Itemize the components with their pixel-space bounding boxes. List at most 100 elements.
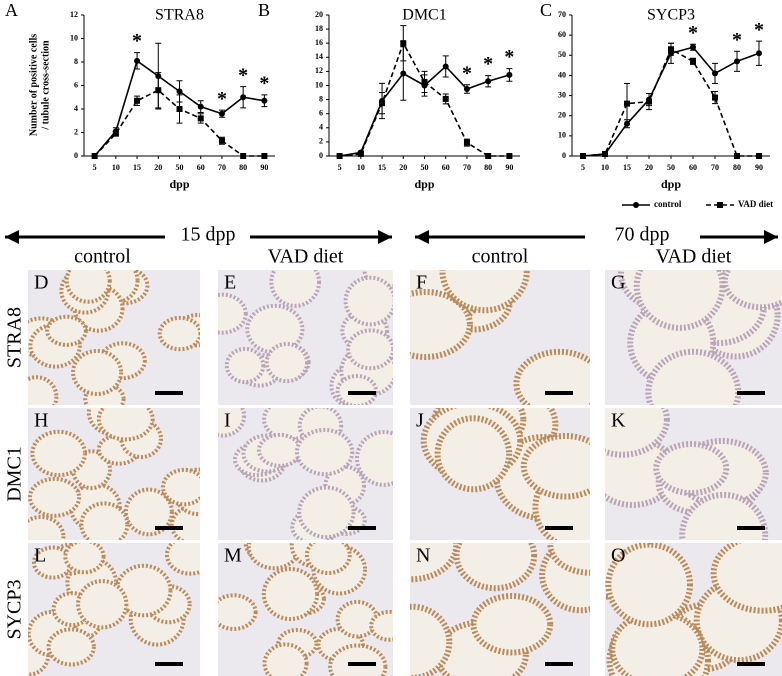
marker xyxy=(91,153,98,159)
tubule xyxy=(547,543,590,576)
x-axis-label: dpp xyxy=(414,177,434,191)
marker xyxy=(624,100,630,107)
y-tick-label: 20 xyxy=(558,111,566,120)
marker xyxy=(485,78,492,85)
marker xyxy=(734,58,740,65)
tubules xyxy=(410,543,590,676)
marker xyxy=(134,97,141,104)
scale-bar xyxy=(155,391,183,395)
tubule xyxy=(605,543,693,628)
x-tick-label: 5 xyxy=(338,163,342,172)
tubule xyxy=(245,303,305,355)
x-tick-label: 10 xyxy=(112,163,120,172)
panel-label: J xyxy=(416,410,424,432)
y-tick-label: 40 xyxy=(558,70,566,79)
micrograph: E xyxy=(218,270,393,405)
x-tick-label: 60 xyxy=(197,163,205,172)
marker xyxy=(421,78,428,85)
panel-label: C xyxy=(540,0,552,20)
significance: * xyxy=(259,72,269,94)
marker xyxy=(261,153,268,159)
scale-bar xyxy=(155,662,183,666)
legend-label: control xyxy=(654,199,682,209)
panel-label: E xyxy=(224,272,236,294)
tubules xyxy=(28,270,200,405)
marker xyxy=(400,70,407,77)
scale-bar xyxy=(545,662,573,666)
x-tick-label: 90 xyxy=(505,163,513,172)
tubules xyxy=(218,408,393,540)
marker xyxy=(197,115,204,122)
arrow-head xyxy=(764,230,778,244)
marker xyxy=(646,98,652,105)
scale-bar xyxy=(737,391,765,395)
tubules xyxy=(420,408,590,540)
x-tick-label: 60 xyxy=(689,163,697,172)
tubule xyxy=(76,579,129,630)
tubule xyxy=(434,415,513,493)
y-tick-label: 20 xyxy=(315,10,323,19)
x-tick-label: 5 xyxy=(581,163,585,172)
y-tick-label: 0 xyxy=(319,151,323,160)
column-header: control xyxy=(74,246,131,268)
panel-label: B xyxy=(258,0,270,20)
tubule xyxy=(633,270,726,331)
tubule xyxy=(605,408,670,458)
tubule xyxy=(609,609,706,676)
significance: * xyxy=(754,19,764,41)
y-tick-label: 14 xyxy=(315,52,323,61)
y-tick-label: 8 xyxy=(74,57,78,66)
panel-label: D xyxy=(34,272,48,294)
marker xyxy=(240,153,247,159)
timepoint-label: 70 dpp xyxy=(615,224,670,246)
x-tick-label: 20 xyxy=(645,163,653,172)
legend-marker xyxy=(717,202,723,208)
x-tick-label: 5 xyxy=(93,163,97,172)
column-header: control xyxy=(472,246,529,268)
micrograph: I xyxy=(218,408,393,540)
tubule xyxy=(343,275,393,327)
chart-title: SYCP3 xyxy=(647,7,695,24)
tubules xyxy=(410,270,590,405)
tubule xyxy=(28,476,82,518)
x-tick-label: 15 xyxy=(133,163,141,172)
tubule xyxy=(355,430,393,487)
marker xyxy=(690,58,696,65)
x-tick-label: 50 xyxy=(421,163,429,172)
panel-label: G xyxy=(611,272,625,294)
tubule xyxy=(410,288,473,360)
tubule xyxy=(453,543,538,592)
tubule xyxy=(261,567,320,622)
y-tick-label: 10 xyxy=(70,33,78,42)
scale-bar xyxy=(545,391,573,395)
y-tick-label: 50 xyxy=(558,50,566,59)
marker xyxy=(580,153,586,159)
micrograph: L xyxy=(28,543,200,676)
marker xyxy=(756,50,762,57)
tubule xyxy=(45,314,88,347)
micrograph: D xyxy=(28,270,200,405)
tubule xyxy=(157,315,200,352)
row-label: DMC1 xyxy=(4,446,26,502)
y-tick-label: 16 xyxy=(315,38,323,47)
y-tick-label: 10 xyxy=(558,131,566,140)
tubule xyxy=(304,543,352,576)
y-tick-label: 8 xyxy=(319,94,323,103)
marker xyxy=(734,153,740,159)
timepoint-label: 15 dpp xyxy=(181,224,236,246)
tubule xyxy=(63,543,106,575)
chart-title: STRA8 xyxy=(155,7,204,24)
marker xyxy=(261,97,268,104)
tubules xyxy=(28,543,200,676)
micrograph: G xyxy=(605,270,782,405)
column-header: VAD diet xyxy=(656,246,732,268)
tubule xyxy=(269,270,322,308)
tubule xyxy=(653,440,730,497)
arrow-head xyxy=(5,230,19,244)
panel-label: O xyxy=(611,545,625,567)
tubule xyxy=(520,432,590,500)
marker xyxy=(379,100,386,107)
scale-bar xyxy=(545,526,573,530)
significance: * xyxy=(688,22,698,44)
marker xyxy=(668,46,674,53)
